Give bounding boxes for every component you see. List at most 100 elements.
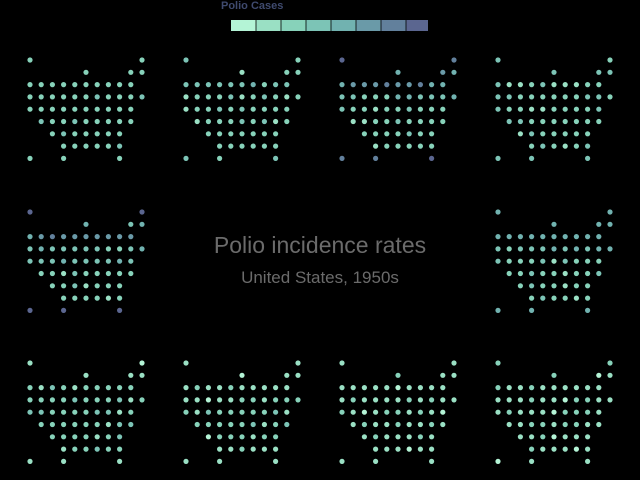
state-dot xyxy=(384,94,390,100)
state-dot xyxy=(607,397,613,403)
state-dot xyxy=(339,385,345,391)
state-dot xyxy=(440,106,446,112)
state-dot xyxy=(417,397,423,403)
state-dot xyxy=(61,258,67,264)
state-dot xyxy=(495,409,501,415)
state-dot xyxy=(194,409,200,415)
state-dot xyxy=(38,397,44,403)
state-dot xyxy=(529,397,535,403)
state-dot xyxy=(83,246,89,252)
state-dot xyxy=(105,446,111,452)
state-dot xyxy=(61,143,67,149)
state-dot xyxy=(49,234,56,240)
state-dot xyxy=(61,131,67,137)
state-dot xyxy=(406,409,412,415)
state-dot xyxy=(506,270,512,277)
state-dot xyxy=(94,446,100,452)
state-dot xyxy=(38,82,44,88)
state-dot xyxy=(49,385,56,391)
state-dot xyxy=(250,82,256,88)
state-dot xyxy=(27,360,33,366)
map-panel xyxy=(495,209,613,313)
state-dot xyxy=(607,221,613,227)
state-dot xyxy=(72,143,78,149)
state-dot xyxy=(261,143,267,149)
state-dot xyxy=(183,385,189,391)
state-dot xyxy=(506,246,512,252)
state-dot xyxy=(239,446,245,452)
state-dot xyxy=(250,421,256,428)
state-dot xyxy=(495,307,501,313)
state-dot xyxy=(361,434,367,440)
state-dot xyxy=(551,258,557,264)
state-dot xyxy=(284,372,290,378)
state-dot xyxy=(117,409,123,415)
state-dot xyxy=(551,295,557,301)
state-dot xyxy=(573,397,580,403)
state-dot xyxy=(72,434,78,440)
state-dot xyxy=(284,409,290,415)
state-dot xyxy=(194,94,200,100)
state-dot xyxy=(429,82,435,88)
state-dot xyxy=(529,106,535,112)
state-dot xyxy=(117,234,123,240)
chart-title: Polio incidence rates xyxy=(213,232,427,258)
state-dot xyxy=(585,283,591,289)
state-dot xyxy=(417,385,423,391)
state-dot xyxy=(228,446,234,452)
state-dot xyxy=(217,131,223,137)
state-dot xyxy=(117,270,123,277)
state-dot xyxy=(105,106,111,112)
state-dot xyxy=(49,106,56,112)
state-dot xyxy=(117,82,123,88)
state-dot xyxy=(61,295,67,301)
state-dot xyxy=(350,385,356,391)
state-dot xyxy=(540,397,546,403)
state-dot xyxy=(228,434,234,440)
state-dot xyxy=(38,94,44,100)
state-dot xyxy=(562,421,568,428)
state-dot xyxy=(585,106,591,112)
state-dot xyxy=(239,131,245,137)
state-dot xyxy=(38,385,44,391)
state-dot xyxy=(105,143,111,149)
state-dot xyxy=(105,385,111,391)
state-dot xyxy=(506,234,512,240)
state-dot xyxy=(217,446,223,452)
legend-swatch xyxy=(406,20,428,31)
state-dot xyxy=(517,118,524,125)
state-dot xyxy=(250,94,256,100)
state-dot xyxy=(128,246,134,252)
state-dot xyxy=(495,397,501,403)
state-dot xyxy=(83,372,89,378)
state-dot xyxy=(105,234,111,240)
state-dot xyxy=(562,118,568,125)
state-dot xyxy=(339,409,345,415)
state-dot xyxy=(529,434,535,440)
state-dot xyxy=(406,434,412,440)
state-dot xyxy=(94,283,100,289)
state-dot xyxy=(573,421,580,428)
map-panel xyxy=(339,360,457,464)
state-dot xyxy=(562,94,568,100)
state-dot xyxy=(139,57,145,63)
state-dot xyxy=(384,82,390,88)
state-dot xyxy=(339,155,345,161)
state-dot xyxy=(596,246,602,252)
state-dot xyxy=(495,82,501,88)
state-dot xyxy=(440,397,446,403)
state-dot xyxy=(83,82,89,88)
state-dot xyxy=(27,57,33,63)
state-dot xyxy=(139,94,145,100)
state-dot xyxy=(495,155,501,161)
state-dot xyxy=(573,234,580,240)
state-dot xyxy=(529,94,535,100)
state-dot xyxy=(540,295,546,301)
state-dot xyxy=(38,258,44,264)
state-dot xyxy=(27,458,33,464)
state-dot xyxy=(585,258,591,264)
state-dot xyxy=(540,434,546,440)
state-dot xyxy=(551,69,557,75)
state-dot xyxy=(361,94,367,100)
state-dot xyxy=(273,446,279,452)
